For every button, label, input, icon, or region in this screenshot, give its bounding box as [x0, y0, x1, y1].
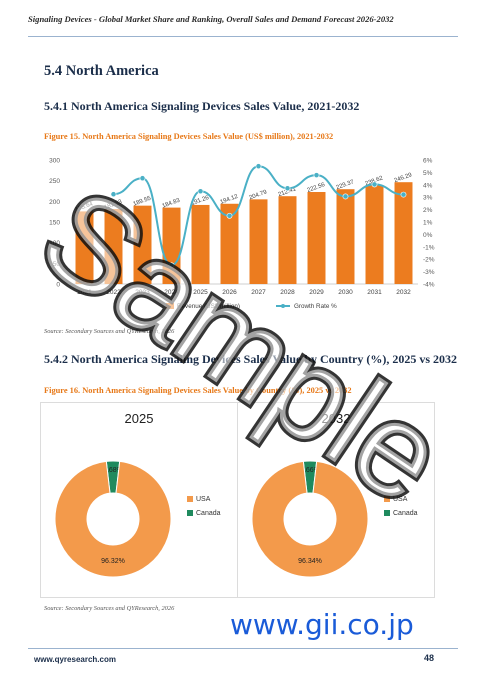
revenue-bar [162, 207, 181, 284]
page-number: 48 [424, 653, 435, 663]
revenue-bar [336, 189, 355, 284]
y2-tick-label: 0% [423, 232, 433, 239]
growth-rate-point [168, 262, 175, 269]
growth-rate-point [255, 163, 262, 170]
donut-chart-2032: 2032 3.66% 96.34% USA Canada [251, 411, 418, 578]
subsection-heading-value: 5.4.1 North America Signaling Devices Sa… [44, 99, 360, 113]
y2-tick-label: 3% [423, 195, 433, 202]
x-tick-label: 2025 [193, 289, 208, 296]
x-tick-label: 2031 [367, 289, 382, 296]
x-tick-label: 2032 [396, 289, 411, 296]
legend-label: USA [393, 496, 408, 503]
figure-16-caption: Figure 16. North America Signaling Devic… [44, 386, 352, 395]
growth-rate-point [284, 185, 291, 192]
revenue-bar [365, 185, 384, 284]
growth-rate-point [342, 193, 349, 200]
y-tick-label: 100 [49, 240, 60, 247]
y-tick-label: 200 [49, 199, 60, 206]
figure-16-source: Source: Secondary Sources and QYResearch… [44, 605, 175, 612]
growth-rate-point [371, 181, 378, 188]
y-tick-label: 0 [56, 282, 60, 289]
x-tick-label: 2028 [280, 289, 295, 296]
donut-title: 2025 [125, 411, 154, 426]
figure-15-source: Source: Secondary Sources and QYResearch… [44, 328, 175, 335]
y2-tick-label: 2% [423, 207, 433, 214]
gii-brand-watermark: www.gii.co.jp [230, 608, 414, 641]
x-tick-label: 2027 [251, 289, 266, 296]
x-tick-label: 2021 [77, 289, 92, 296]
y2-tick-label: -3% [423, 269, 435, 276]
revenue-bar [104, 209, 123, 284]
donut-title: 2032 [322, 411, 351, 426]
growth-rate-point [313, 172, 320, 179]
revenue-bar [220, 203, 239, 284]
growth-rate-point [139, 175, 146, 182]
y2-tick-label: 6% [423, 158, 433, 165]
donut-panel-2032: 2032 3.66% 96.34% USA Canada [237, 402, 435, 598]
x-tick-label: 2026 [222, 289, 237, 296]
legend-label-revenue: Revenue (US$ million) [177, 303, 240, 310]
section-heading: 5.4 North America [44, 63, 159, 79]
legend-swatch-revenue [166, 303, 174, 309]
legend-swatch [187, 510, 193, 516]
donut-data-label: 96.32% [101, 558, 125, 565]
revenue-bar [75, 211, 94, 284]
donut-data-label: 3.68% [103, 467, 123, 474]
legend-label-growth: Growth Rate % [294, 303, 337, 310]
x-tick-label: 2030 [338, 289, 353, 296]
y2-tick-label: -2% [423, 257, 435, 264]
header-rule [28, 36, 458, 37]
revenue-bar [394, 182, 413, 284]
revenue-bar [307, 192, 326, 284]
legend-label: Canada [393, 510, 418, 517]
y2-tick-label: -1% [423, 244, 435, 251]
y2-tick-label: 4% [423, 182, 433, 189]
y2-tick-label: 5% [423, 170, 433, 177]
growth-rate-point [226, 212, 233, 219]
legend-swatch [187, 496, 193, 502]
donut-panel-2025: 2025 3.68% 96.32% USA Canada [40, 402, 238, 598]
y-tick-label: 300 [49, 158, 60, 165]
growth-rate-line [113, 165, 404, 267]
revenue-bar [133, 205, 152, 284]
y-tick-label: 150 [49, 220, 60, 227]
donut-data-label: 3.66% [300, 467, 320, 474]
legend-marker-growth [281, 304, 285, 308]
subsection-heading-country: 5.4.2 North America Signaling Devices Sa… [44, 352, 458, 366]
legend-label: USA [196, 496, 211, 503]
legend-label: Canada [196, 510, 221, 517]
growth-rate-point [400, 191, 407, 198]
x-tick-label: 2024 [164, 289, 179, 296]
donut-data-label: 96.34% [298, 558, 322, 565]
running-header: Signaling Devices - Global Market Share … [28, 14, 394, 24]
y2-tick-label: 1% [423, 220, 433, 227]
sales-value-combo-chart: 0 50 100 150 200 250 300 -4% -3% -2% -1% 0% 1% 2% 3% 4%… [49, 158, 435, 311]
revenue-bar [249, 199, 268, 284]
x-tick-label: 2022 [106, 289, 121, 296]
donut-slice-usa [251, 460, 369, 578]
y-tick-label: 250 [49, 178, 60, 185]
legend-swatch [384, 510, 390, 516]
legend-swatch [384, 496, 390, 502]
y-tick-label: 50 [53, 261, 61, 268]
revenue-bar [191, 204, 210, 284]
footer-url: www.qyresearch.com [34, 655, 116, 664]
growth-rate-point [197, 188, 204, 195]
footer-rule [28, 648, 458, 649]
donut-chart-2025: 2025 3.68% 96.32% USA Canada [54, 411, 221, 578]
donut-slice-usa [54, 460, 172, 578]
y2-tick-label: -4% [423, 282, 435, 289]
growth-rate-point [110, 191, 117, 198]
x-tick-label: 2029 [309, 289, 324, 296]
revenue-bar [278, 196, 297, 284]
figure-15-caption: Figure 15. North America Signaling Devic… [44, 132, 334, 141]
x-tick-label: 2023 [135, 289, 150, 296]
